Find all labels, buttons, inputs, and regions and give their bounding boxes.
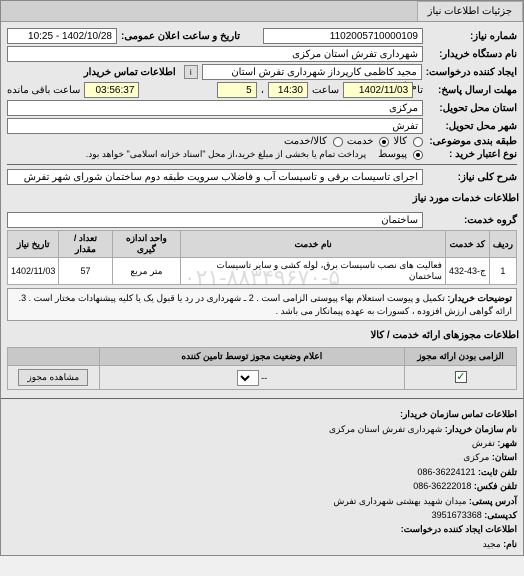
view-license-button[interactable]: مشاهده مجوز: [18, 369, 88, 386]
deadline-label: مهلت ارسال پاسخ:: [427, 85, 517, 96]
req-no-label: شماره نیاز:: [427, 31, 517, 42]
contact-icon-label: اطلاعات تماس خریدار: [80, 66, 180, 79]
c-post-label: کدپستی:: [484, 510, 517, 520]
lic-th-action: [8, 348, 100, 366]
c-addr-label: آدرس پستی:: [469, 496, 517, 506]
licenses-section: الزامی بودن ارائه مجوز اعلام وضعیت مجوز …: [1, 343, 523, 394]
th-date: تاریخ نیاز: [8, 231, 59, 258]
mandatory-checkbox[interactable]: [455, 371, 467, 383]
cell-date: 1402/11/03: [8, 258, 59, 285]
announce-label: تاریخ و ساعت اعلان عمومی:: [121, 31, 240, 42]
payment-opt1: پیوسط: [378, 149, 407, 160]
separator-1: [7, 164, 517, 165]
separator-2: [1, 398, 523, 399]
cell-row: 1: [489, 258, 516, 285]
buyer-note: توضیحات خریدار: تکمیل و پیوست استعلام به…: [7, 288, 517, 321]
c-tel: 36224121-086: [417, 467, 475, 477]
lic-row: -- مشاهده مجوز: [8, 366, 517, 390]
radio-goods[interactable]: [413, 137, 423, 147]
tab-header: جزئیات اطلاعات نیاز: [1, 1, 523, 22]
tab-details[interactable]: جزئیات اطلاعات نیاز: [417, 1, 523, 21]
remaining-label: ساعت باقی مانده: [7, 85, 80, 96]
licenses-table: الزامی بودن ارائه مجوز اعلام وضعیت مجوز …: [7, 347, 517, 390]
deadline-time-label: ساعت: [312, 85, 339, 96]
cat-goods: کالا: [393, 136, 407, 147]
note-text: تکمیل و پیوست استعلام بهاء پیوستی الزامی…: [19, 293, 512, 316]
radio-goods-service[interactable]: [333, 137, 343, 147]
lic-th-status: اعلام وضعیت مجوز توسط تامین کننده: [99, 348, 404, 366]
status-select[interactable]: [237, 370, 259, 386]
table-row: 1 ج-43-432 فعالیت های نصب تاسیسات برق، ل…: [8, 258, 517, 285]
radio-service[interactable]: [379, 137, 389, 147]
cat-goods-service: کالا/خدمت: [284, 136, 327, 147]
th-name: نام خدمت: [181, 231, 446, 258]
payment-label: نوع اعتبار خرید :: [427, 149, 517, 160]
deadline-sep: ،: [261, 85, 264, 96]
c-post: 3951673368: [432, 510, 482, 520]
details-panel: ۰۲۱-۸۸۳۴۹۶۷۰-۵ جزئیات اطلاعات نیاز شماره…: [0, 0, 524, 556]
payment-note: پرداخت تمام یا بخشی از مبلغ خرید،از محل …: [86, 149, 366, 160]
c-org-label: نام سازمان خریدار:: [445, 424, 517, 434]
status-text: --: [261, 373, 267, 383]
c-province-label: استان:: [492, 452, 517, 462]
req-no-field: 1102005710000109: [263, 28, 423, 44]
announce-field: 1402/10/28 - 10:25: [7, 28, 117, 44]
buyer-label: نام دستگاه خریدار:: [427, 49, 517, 60]
city-label: شهر محل تحویل:: [427, 121, 517, 132]
deadline-until: تا: [417, 85, 423, 96]
c-province: مرکزی: [463, 452, 489, 462]
lic-th-mandatory: الزامی بودن ارائه مجوز: [405, 348, 517, 366]
cell-unit: متر مربع: [112, 258, 181, 285]
cell-qty: 57: [59, 258, 112, 285]
deadline-date[interactable]: 1402/11/03: [343, 82, 413, 98]
services-title: اطلاعات خدمات مورد نیاز: [1, 191, 523, 206]
city-field: تفرش: [7, 118, 423, 134]
radio-payment1[interactable]: [413, 150, 423, 160]
service-group-label: گروه خدمت:: [427, 215, 517, 226]
service-group-field: ساختمان: [7, 212, 423, 228]
c-fax-label: تلفن فکس:: [474, 481, 517, 491]
cat-label: طبقه بندی موضوعی:: [427, 136, 517, 147]
buyer-field: شهرداری تفرش استان مرکزی: [7, 46, 423, 62]
contact-block: اطلاعات تماس سازمان خریدار: نام سازمان خ…: [1, 403, 523, 555]
c-city-label: شهر:: [497, 438, 517, 448]
th-unit: واحد اندازه گیری: [112, 231, 181, 258]
c-org: شهرداری تفرش استان مرکزی: [329, 424, 442, 434]
c-tel-label: تلفن ثابت:: [478, 467, 517, 477]
info-icon[interactable]: i: [184, 65, 198, 79]
c-name-label: نام:: [503, 539, 517, 549]
note-label: توضیحات خریدار:: [447, 293, 512, 303]
subject-label: شرح کلی نیاز:: [427, 172, 517, 183]
services-table: ردیف کد خدمت نام خدمت واحد اندازه گیری ت…: [7, 230, 517, 285]
services-section: گروه خدمت: ساختمان ردیف کد خدمت نام خدمت…: [1, 206, 523, 328]
c-city: تفرش: [472, 438, 495, 448]
deadline-time[interactable]: 14:30: [268, 82, 308, 98]
creator-label: ایجاد کننده درخواست:: [426, 67, 517, 78]
th-row: ردیف: [489, 231, 516, 258]
creator-field: مجید کاظمی کارپرداز شهرداری تفرش استان م…: [202, 64, 422, 80]
cat-service: خدمت: [347, 136, 374, 147]
contact-title: اطلاعات تماس سازمان خریدار:: [400, 409, 517, 419]
th-qty: تعداد / مقدار: [59, 231, 112, 258]
form-section: شماره نیاز: 1102005710000109 تاریخ و ساع…: [1, 22, 523, 191]
c-fax: 36222018-086: [413, 481, 471, 491]
remaining-time: 03:56:37: [84, 82, 139, 98]
deadline-days[interactable]: 5: [217, 82, 257, 98]
th-code: کد خدمت: [445, 231, 489, 258]
cell-name: فعالیت های نصب تاسیسات برق، لوله کشی و س…: [181, 258, 446, 285]
cell-code: ج-43-432: [445, 258, 489, 285]
province-field: مرکزی: [7, 100, 423, 116]
c-name: مجید: [483, 539, 501, 549]
subject-field: اجرای تاسیسات برقی و تاسیسات آب و فاضلاب…: [7, 169, 423, 185]
c-addr: میدان شهید بهشتی شهرداری تفرش: [333, 496, 466, 506]
licenses-title: اطلاعات مجوزهای ارائه خدمت / کالا: [1, 328, 523, 343]
province-label: استان محل تحویل:: [427, 103, 517, 114]
c-creator-label: اطلاعات ایجاد کننده درخواست:: [401, 524, 517, 534]
